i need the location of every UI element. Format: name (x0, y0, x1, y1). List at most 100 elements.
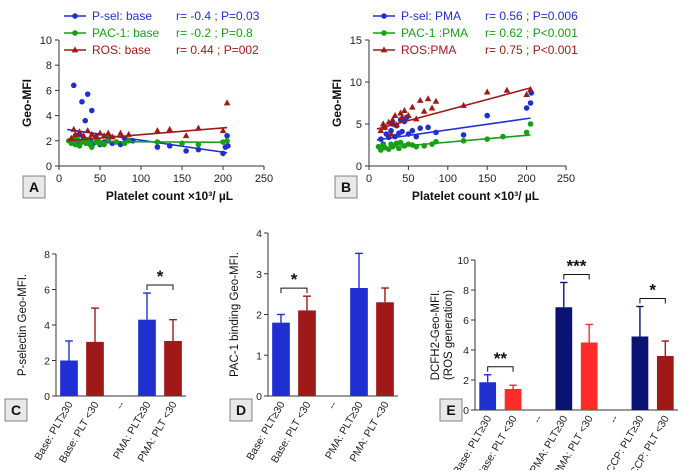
x-tick-label: 100 (439, 173, 457, 185)
panel-label-box (4, 398, 28, 422)
x-tick-label: 200 (517, 173, 535, 185)
data-point (460, 132, 467, 138)
y-axis-title: (ROS generation) (443, 290, 455, 380)
data-point (401, 106, 408, 113)
significance-bracket (639, 298, 666, 304)
data-point (428, 104, 436, 111)
x-tick-label: 250 (557, 173, 575, 185)
data-point (183, 148, 189, 154)
data-point (523, 105, 530, 111)
y-tick-label: 4 (256, 228, 262, 240)
bar (272, 322, 290, 396)
data-point (391, 112, 399, 118)
data-point (166, 125, 173, 132)
bar (631, 336, 649, 410)
y-tick-label: 5 (356, 119, 362, 131)
y-tick-label: 10 (40, 35, 52, 47)
legend-stat: r= 0.56 ; P=0.006 (485, 9, 578, 23)
data-point (503, 86, 511, 93)
data-point (398, 113, 406, 120)
y-tick-label: 10 (457, 255, 469, 267)
y-tick-label: 1 (256, 350, 262, 362)
data-point (182, 132, 190, 139)
y-axis-title: P-selectin Geo-MFI. (17, 274, 29, 376)
y-tick-label: 8 (46, 60, 52, 72)
data-point (89, 144, 95, 150)
data-point (483, 88, 491, 95)
panel-label-box (439, 398, 463, 422)
data-point (104, 129, 112, 136)
data-point (84, 127, 91, 134)
legend-label: ROS:PMA (401, 43, 456, 57)
y-tick-label: 4 (463, 345, 469, 357)
significance-label: * (649, 281, 656, 300)
data-point (416, 96, 424, 103)
y-tick-label: 15 (350, 35, 362, 47)
data-point (70, 82, 77, 89)
legend-label: PAC-1: base (92, 26, 159, 40)
data-point (387, 130, 395, 137)
bar (138, 319, 156, 396)
significance-bracket (280, 287, 308, 294)
y-tick-label: 2 (44, 356, 50, 368)
panel-label-box (334, 175, 358, 199)
panel-label-box (22, 175, 46, 199)
data-point (425, 124, 431, 131)
y-tick-label: 2 (46, 136, 52, 148)
regression-line (67, 140, 228, 144)
bar (376, 302, 394, 396)
y-tick-label: 0 (463, 405, 469, 417)
legend-label: ROS: base (92, 43, 151, 57)
legend-stat: r= 0.75 ; P<0.001 (485, 43, 578, 57)
x-tick-label: 150 (478, 173, 496, 185)
data-point (523, 91, 530, 97)
data-point (385, 118, 392, 125)
data-point (117, 129, 124, 136)
data-point (409, 103, 416, 110)
data-point (101, 141, 107, 148)
y-axis-title: PAC-1 binding Geo-MFI. (229, 252, 241, 377)
data-point (397, 139, 404, 146)
legend-stat: r= 0.62 ; P<0.001 (485, 26, 578, 40)
data-point (79, 98, 85, 105)
legend-marker (72, 13, 78, 19)
significance-bracket (487, 366, 514, 372)
bar (86, 341, 104, 396)
panel-label: B (341, 179, 351, 195)
data-point (154, 144, 161, 150)
legend-stat: r= -0.2 ; P=0.8 (176, 26, 253, 40)
bar (555, 307, 573, 410)
data-point (523, 129, 530, 136)
x-tick-label: 0 (366, 173, 372, 185)
significance-label: * (291, 270, 298, 289)
y-tick-label: 6 (44, 285, 50, 297)
data-point (417, 125, 424, 131)
panel-label: A (29, 179, 39, 195)
x-tick-label: 150 (173, 173, 191, 185)
x-tick-label: 50 (94, 173, 106, 185)
y-tick-label: 2 (256, 310, 262, 322)
regression-line (376, 117, 531, 141)
legend-label: PAC-1 :PMA (401, 26, 468, 40)
y-tick-label: 2 (463, 375, 469, 387)
x-tick-label: 100 (132, 173, 150, 185)
data-point (154, 127, 161, 134)
y-tick-label: 8 (463, 285, 469, 297)
y-tick-label: 0 (356, 161, 362, 173)
y-tick-label: 0 (44, 391, 50, 403)
legend-marker (71, 46, 79, 53)
legend-marker (380, 46, 388, 53)
data-point (125, 138, 132, 144)
y-tick-label: 3 (256, 269, 262, 281)
legend-stat: r= 0.44 ; P=002 (176, 43, 259, 57)
legend-label: P-sel: base (92, 9, 152, 23)
y-tick-label: 6 (46, 85, 52, 97)
x-tick-label: 200 (214, 173, 232, 185)
legend-marker (72, 30, 78, 36)
y-tick-label: 0 (256, 391, 262, 403)
x-axis-title: Platelet count ×10³/ µL (106, 189, 233, 203)
panel-label-box (229, 398, 253, 422)
data-point (68, 134, 75, 141)
